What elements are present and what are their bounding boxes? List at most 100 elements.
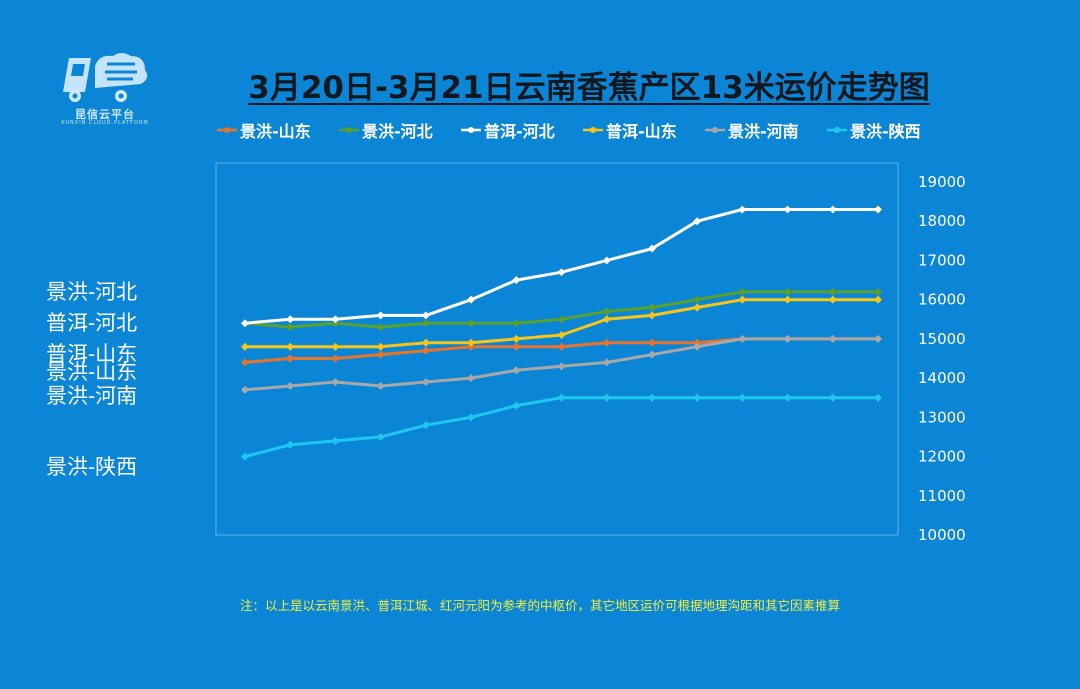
- data-point: [331, 354, 340, 363]
- data-point: [467, 338, 476, 347]
- y-tick-label: 17000: [918, 251, 966, 269]
- data-point: [693, 303, 702, 312]
- data-point: [467, 374, 476, 383]
- data-point: [331, 378, 340, 387]
- data-point: [783, 334, 792, 343]
- y-tick-label: 19000: [918, 173, 966, 191]
- legend-item: 景洪-河北: [338, 118, 433, 142]
- data-point: [376, 381, 385, 390]
- legend-label: 景洪-河北: [362, 122, 433, 141]
- logo: 昆信云平台 KUNXIN CLOUD PLATFORM: [55, 48, 155, 126]
- side-label: 普洱-河北: [46, 311, 138, 335]
- data-point: [738, 205, 747, 214]
- legend-line-icon: [705, 127, 725, 133]
- data-point: [421, 319, 430, 328]
- data-point: [783, 393, 792, 402]
- data-point: [738, 287, 747, 296]
- legend-item: 普洱-河北: [460, 118, 555, 142]
- series-line: [244, 396, 878, 459]
- side-label: 景洪-山东: [46, 360, 138, 384]
- y-tick-label: 14000: [918, 369, 966, 387]
- data-point: [331, 436, 340, 445]
- data-point: [557, 330, 566, 339]
- data-point: [874, 295, 882, 304]
- data-point: [828, 205, 837, 214]
- series-1: [241, 287, 882, 332]
- data-point: [602, 307, 611, 316]
- data-point: [783, 295, 792, 304]
- data-point: [286, 342, 295, 351]
- data-point: [421, 346, 430, 355]
- data-point: [602, 315, 611, 324]
- data-point: [557, 315, 566, 324]
- data-point: [602, 358, 611, 367]
- data-point: [738, 334, 747, 343]
- data-point: [874, 393, 882, 402]
- data-point: [693, 393, 702, 402]
- data-point: [467, 413, 476, 422]
- legend-label: 景洪-山东: [240, 122, 311, 141]
- data-point: [286, 323, 295, 332]
- y-tick-label: 10000: [918, 526, 966, 544]
- data-point: [647, 393, 656, 402]
- legend-label: 景洪-陕西: [850, 122, 921, 141]
- data-point: [376, 323, 385, 332]
- legend-label: 普洱-河北: [484, 122, 555, 141]
- legend-item: 景洪-陕西: [826, 118, 921, 142]
- side-label: 普洱-山东: [46, 342, 138, 366]
- data-point: [647, 338, 656, 347]
- data-point: [557, 393, 566, 402]
- data-point: [331, 315, 340, 324]
- logo-name: 昆信云平台: [75, 108, 135, 121]
- data-point: [783, 287, 792, 296]
- legend-item: 景洪-山东: [216, 118, 311, 142]
- data-point: [512, 334, 521, 343]
- chart-title: 3月20日-3月21日云南香蕉产区13米运价走势图: [248, 70, 930, 106]
- data-point: [602, 256, 611, 265]
- data-point: [512, 401, 521, 410]
- data-point: [421, 338, 430, 347]
- data-point: [557, 342, 566, 351]
- logo-subtitle: KUNXIN CLOUD PLATFORM: [61, 120, 149, 126]
- side-label: 景洪-河南: [46, 384, 138, 408]
- data-point: [376, 311, 385, 320]
- data-point: [647, 244, 656, 253]
- data-point: [828, 287, 837, 296]
- data-point: [286, 381, 295, 390]
- plot-area: [215, 162, 899, 536]
- data-point: [874, 287, 882, 296]
- y-tick-label: 18000: [918, 212, 966, 230]
- data-point: [286, 354, 295, 363]
- chart-legend: 景洪-山东 景洪-河北 普洱-河北 普洱-山东 景洪-河南 景洪-陕西: [216, 118, 936, 142]
- data-point: [286, 440, 295, 449]
- data-point: [738, 393, 747, 402]
- series-layer: [241, 205, 882, 461]
- data-point: [647, 311, 656, 320]
- data-point: [557, 362, 566, 371]
- data-point: [376, 342, 385, 351]
- y-axis: 19000 18000 17000 16000 15000 14000 13000 12000…: [918, 173, 966, 544]
- legend-line-icon: [217, 127, 237, 133]
- legend-item: 景洪-河南: [704, 118, 799, 142]
- data-point: [512, 319, 521, 328]
- series-3: [241, 295, 882, 351]
- data-point: [421, 311, 430, 320]
- series-2: [241, 205, 882, 328]
- data-point: [557, 268, 566, 277]
- data-point: [647, 350, 656, 359]
- data-point: [286, 315, 295, 324]
- data-point: [874, 205, 882, 214]
- legend-line-icon: [827, 127, 847, 133]
- legend-label: 景洪-河南: [728, 122, 799, 141]
- data-point: [241, 452, 249, 461]
- data-point: [467, 295, 476, 304]
- legend-line-icon: [461, 127, 481, 133]
- data-point: [376, 350, 385, 359]
- data-point: [602, 338, 611, 347]
- data-point: [693, 342, 702, 351]
- data-point: [512, 342, 521, 351]
- side-label: 景洪-河北: [46, 280, 138, 304]
- data-point: [421, 421, 430, 430]
- data-point: [602, 393, 611, 402]
